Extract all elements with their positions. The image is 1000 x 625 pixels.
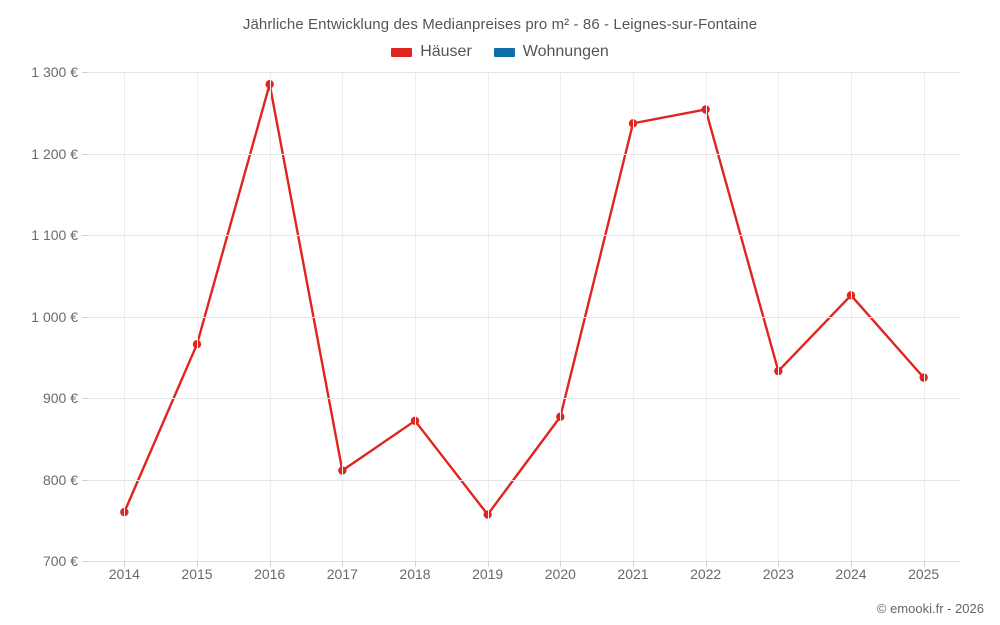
x-axis-tick-mark: [124, 561, 126, 567]
gridline-vertical: [560, 72, 562, 561]
y-axis-tick-label: 1 000 €: [31, 308, 78, 325]
x-axis-tick-label: 2019: [472, 566, 504, 582]
gridline-vertical: [415, 72, 416, 561]
chart-title: Jährliche Entwicklung des Medianpreises …: [242, 16, 758, 33]
x-axis-tick-mark: [705, 561, 707, 567]
x-axis-tick-label: 2016: [254, 566, 286, 582]
x-axis-tick-mark: [560, 561, 562, 567]
x-axis-tick-mark: [851, 561, 852, 567]
legend-item-haeuser[interactable]: Häuser: [391, 43, 472, 61]
y-axis-tick-mark: [82, 153, 88, 155]
x-axis-tick-label: 2021: [617, 566, 649, 582]
gridline-vertical: [923, 72, 925, 561]
gridline-horizontal: [88, 479, 960, 481]
y-axis-tick-mark: [82, 561, 88, 562]
y-axis-tick-mark: [82, 235, 88, 236]
series-line-häuser: [123, 83, 925, 516]
gridline-vertical: [487, 72, 489, 561]
y-axis-tick-label: 1 100 €: [31, 227, 78, 243]
x-axis-tick-mark: [778, 561, 780, 567]
x-axis-tick-label: 2023: [762, 566, 794, 582]
x-axis-tick-mark: [415, 561, 416, 567]
x-axis-tick-label: 2022: [690, 566, 722, 582]
gridline-vertical: [197, 72, 198, 561]
y-axis: 700 € 800 € 900 € 1 000 € 1 100 € 1 200 € 1 30…: [0, 0, 88, 625]
x-axis-tick-label: 2017: [326, 566, 358, 582]
legend-line-swatch-icon-haeuser: [391, 47, 413, 57]
gridline-vertical: [851, 72, 852, 561]
chart-legend: Häuser Wohnungen: [0, 43, 1000, 61]
gridline-vertical: [342, 72, 344, 561]
gridline-horizontal: [88, 153, 960, 155]
y-axis-tick-label: 1 300 €: [31, 64, 78, 80]
gridline-horizontal: [88, 235, 960, 236]
legend-item-wohnungen[interactable]: Wohnungen: [493, 43, 609, 61]
x-axis-baseline: [88, 561, 960, 562]
y-axis-tick-mark: [82, 479, 88, 481]
gridline-vertical: [633, 72, 634, 561]
series-layer: [120, 80, 928, 519]
x-axis-tick-mark: [269, 561, 271, 567]
legend-label-haeuser: Häuser: [420, 43, 472, 60]
x-axis-tick-label: 2018: [399, 566, 431, 582]
x-axis-tick-mark: [487, 561, 489, 567]
x-axis-tick-label: 2015: [181, 566, 213, 582]
x-axis-tick-mark: [923, 561, 925, 567]
y-axis-tick-mark: [82, 316, 88, 318]
gridline-horizontal: [88, 316, 960, 318]
y-axis-tick-label: 700 €: [42, 553, 78, 569]
gridline-vertical: [778, 72, 780, 561]
y-axis-tick-mark: [82, 398, 88, 399]
gridline-horizontal: [88, 72, 960, 73]
y-axis-tick-label: 900 €: [42, 390, 78, 406]
legend-label-wohnungen: Wohnungen: [522, 43, 609, 60]
x-axis-tick-label: 2025: [908, 566, 940, 582]
x-axis-tick-label: 2020: [544, 566, 576, 582]
x-axis-tick-mark: [342, 561, 344, 567]
legend-line-swatch-icon-wohnungen: [493, 47, 515, 57]
y-axis-tick-label: 800 €: [42, 471, 78, 488]
x-axis-tick-label: 2014: [108, 566, 140, 582]
y-axis-tick-label: 1 200 €: [31, 145, 78, 162]
data-point-marker[interactable]: [410, 416, 420, 426]
gridline-vertical: [269, 72, 271, 561]
x-axis-tick-mark: [197, 561, 198, 567]
y-axis-tick-mark: [82, 72, 88, 73]
gridline-horizontal: [88, 398, 960, 399]
gridline-vertical: [705, 72, 707, 561]
gridline-vertical: [124, 72, 126, 561]
x-axis-tick-label: 2024: [835, 566, 867, 582]
copyright-credit: © emooki.fr - 2026: [876, 601, 984, 616]
x-axis-tick-mark: [633, 561, 634, 567]
